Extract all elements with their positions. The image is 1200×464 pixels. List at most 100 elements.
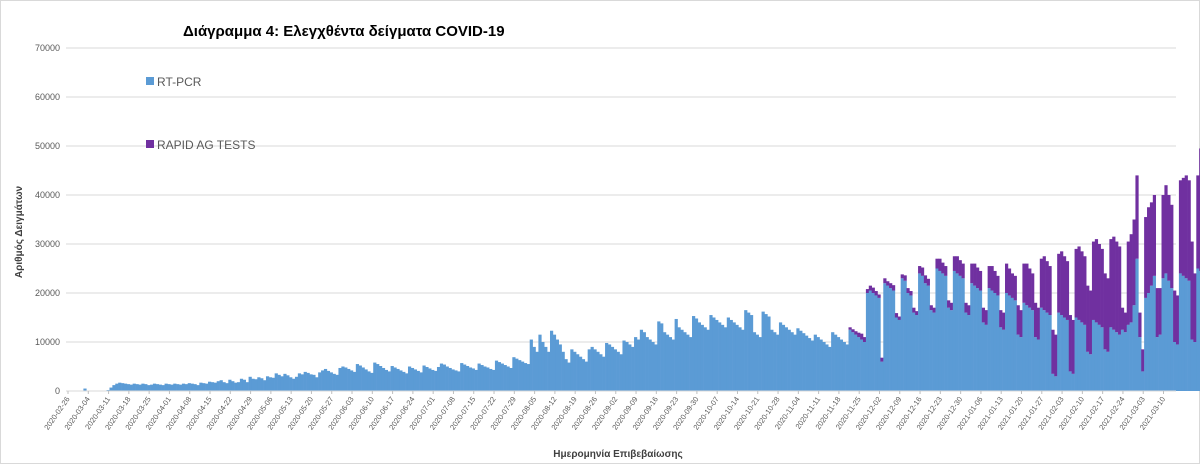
bar-rapid-ag <box>918 266 922 274</box>
bar-rapid-ag <box>1152 195 1157 276</box>
legend-label-rt-pcr: RT-PCR <box>157 75 202 89</box>
bar-rapid-ag <box>1181 177 1185 276</box>
bar-rapid-ag <box>970 263 974 284</box>
bar-rapid-ag <box>877 294 881 298</box>
bar-rapid-ag <box>1010 273 1014 298</box>
bar-rt-pcr <box>170 384 174 391</box>
bar-rt-pcr <box>584 361 588 391</box>
bar-rt-pcr <box>958 275 962 391</box>
bar-rt-pcr <box>306 372 310 391</box>
bar-rt-pcr <box>1112 329 1116 391</box>
bar-rt-pcr <box>735 324 739 391</box>
bar-rt-pcr <box>1071 373 1075 391</box>
bar-rt-pcr <box>1083 324 1087 391</box>
bar-rt-pcr <box>1164 273 1168 391</box>
bar-rapid-ag <box>967 305 971 316</box>
bar-rapid-ag <box>900 274 904 279</box>
bar-rt-pcr <box>544 346 548 391</box>
bar-rt-pcr <box>239 378 244 391</box>
bar-rt-pcr <box>976 288 980 391</box>
bar-rt-pcr <box>225 383 229 391</box>
bar-rt-pcr <box>1155 337 1159 391</box>
bar-rt-pcr <box>1080 322 1084 391</box>
bar-rt-pcr <box>425 366 429 391</box>
bar-rt-pcr <box>1031 310 1035 391</box>
bar-rt-pcr <box>1120 329 1125 391</box>
bar-rt-pcr <box>486 367 490 391</box>
bar-rt-pcr <box>410 367 415 391</box>
bar-rt-pcr <box>1115 332 1119 391</box>
bar-rt-pcr <box>271 377 275 391</box>
bar-rapid-ag <box>1120 307 1125 330</box>
bar-rapid-ag <box>1193 273 1197 342</box>
bar-rt-pcr <box>1068 371 1072 391</box>
bar-rapid-ag <box>1060 251 1064 316</box>
bar-rapid-ag <box>1013 275 1017 301</box>
bar-rt-pcr <box>1062 317 1067 391</box>
bar-rapid-ag <box>891 285 896 291</box>
bar-rt-pcr <box>674 318 678 391</box>
bar-rt-pcr <box>309 374 313 391</box>
bar-rt-pcr <box>173 383 177 391</box>
bar-rapid-ag <box>1089 290 1093 355</box>
bar-rapid-ag <box>1016 305 1020 335</box>
bar-rt-pcr <box>1184 278 1188 391</box>
bar-rt-pcr <box>355 364 360 391</box>
bar-rt-pcr <box>294 376 299 391</box>
bar-rt-pcr <box>865 293 870 391</box>
bar-rt-pcr <box>805 335 809 391</box>
bar-rapid-ag <box>1054 334 1058 377</box>
bar-rt-pcr <box>147 385 151 391</box>
bar-rapid-ag <box>871 287 875 293</box>
bar-rt-pcr <box>465 366 470 391</box>
y-tick-label: 50000 <box>35 141 60 151</box>
bar-rt-pcr <box>181 383 186 391</box>
bar-rt-pcr <box>596 351 600 391</box>
bar-rt-pcr <box>692 316 696 391</box>
bar-rt-pcr <box>123 383 128 391</box>
bar-rt-pcr <box>1141 371 1145 391</box>
bar-rt-pcr <box>321 370 325 391</box>
bar-rt-pcr <box>868 290 872 391</box>
bar-rt-pcr <box>350 370 354 391</box>
bar-rt-pcr <box>1138 337 1142 391</box>
bar-rt-pcr <box>234 382 238 391</box>
bar-rapid-ag <box>1164 185 1168 274</box>
bar-rt-pcr <box>749 315 754 391</box>
bar-rt-pcr <box>651 342 655 391</box>
bar-rt-pcr <box>434 370 438 391</box>
bar-rapid-ag <box>1025 263 1029 306</box>
bar-rt-pcr <box>990 290 994 391</box>
bar-rt-pcr <box>83 388 87 391</box>
bar-rt-pcr <box>1158 334 1162 391</box>
bar-rt-pcr <box>874 295 878 391</box>
bar-rt-pcr <box>723 327 728 391</box>
bar-rapid-ag <box>1033 302 1038 338</box>
bar-rt-pcr <box>639 329 644 391</box>
bar-rt-pcr <box>158 384 162 391</box>
bar-rapid-ag <box>1019 310 1023 338</box>
bar-rt-pcr <box>538 334 542 391</box>
bar-rapid-ag <box>863 337 867 342</box>
bar-rt-pcr <box>254 379 258 391</box>
bar-rapid-ag <box>883 278 887 284</box>
bar-rapid-ag <box>1147 207 1151 293</box>
bar-rt-pcr <box>860 339 864 391</box>
y-tick-label: 20000 <box>35 288 60 298</box>
bar-rt-pcr <box>109 387 113 391</box>
bar-rt-pcr <box>1126 324 1130 391</box>
bar-rapid-ag <box>1141 349 1145 372</box>
bar-rapid-ag <box>976 267 980 289</box>
bar-rt-pcr <box>900 278 904 391</box>
bar-rt-pcr <box>457 371 461 391</box>
bar-rt-pcr <box>1187 280 1191 391</box>
bar-rt-pcr <box>286 375 290 391</box>
bar-rapid-ag <box>955 256 959 274</box>
bar-rt-pcr <box>851 332 855 391</box>
bar-rt-pcr <box>970 283 974 391</box>
bar-rapid-ag <box>996 275 1000 296</box>
bar-rt-pcr <box>1025 305 1029 391</box>
bar-rt-pcr <box>773 332 777 391</box>
bar-rt-pcr <box>1176 344 1180 391</box>
bar-rapid-ag <box>1028 268 1032 308</box>
